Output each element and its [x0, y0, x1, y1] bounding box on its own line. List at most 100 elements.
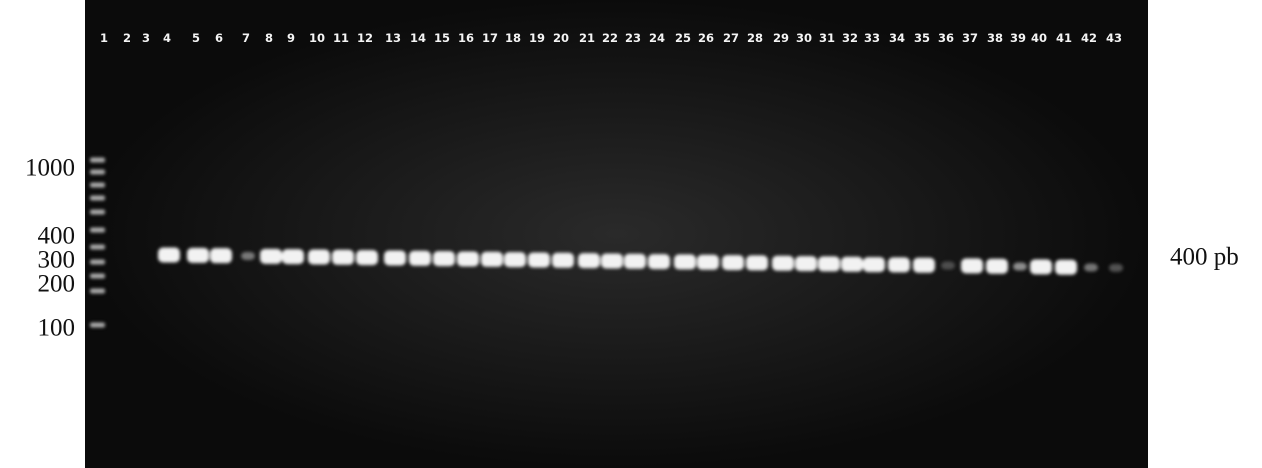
sample-band — [1084, 264, 1098, 272]
lane-label: 8 — [265, 31, 273, 45]
sample-band — [332, 250, 354, 265]
sample-band — [356, 250, 378, 265]
sample-band — [504, 252, 526, 267]
sample-band — [674, 254, 696, 269]
lane-label: 37 — [962, 31, 978, 45]
lane-label: 30 — [796, 31, 812, 45]
lane-label: 2 — [123, 31, 131, 45]
ladder-band — [90, 228, 105, 233]
lane-label: 11 — [333, 31, 349, 45]
ladder-band — [90, 323, 105, 328]
marker-label: 100 — [38, 315, 76, 342]
sample-band — [841, 257, 863, 272]
ladder-band — [90, 245, 105, 250]
sample-band — [648, 254, 670, 269]
lane-label: 38 — [987, 31, 1003, 45]
lane-label: 26 — [698, 31, 714, 45]
lane-label: 1 — [100, 31, 108, 45]
sample-band — [528, 252, 550, 267]
sample-band — [158, 248, 180, 263]
lane-label: 3 — [142, 31, 150, 45]
gel-figure: 1234567891011121314151617181920212223242… — [0, 0, 1262, 468]
lane-label: 19 — [529, 31, 545, 45]
lane-label: 21 — [579, 31, 595, 45]
lane-label: 20 — [553, 31, 569, 45]
ladder-band — [90, 183, 105, 188]
lane-label: 35 — [914, 31, 930, 45]
sample-band — [697, 255, 719, 270]
sample-band — [624, 254, 646, 269]
band-size-label: 400 pb — [1170, 244, 1239, 271]
ladder-band — [90, 170, 105, 175]
sample-band — [863, 257, 885, 272]
lane-label: 43 — [1106, 31, 1122, 45]
sample-band — [241, 252, 255, 260]
lane-label: 15 — [434, 31, 450, 45]
lane-label: 22 — [602, 31, 618, 45]
lane-label: 10 — [309, 31, 325, 45]
sample-band — [1055, 260, 1077, 275]
marker-label: 200 — [38, 271, 76, 298]
marker-label: 1000 — [25, 155, 75, 182]
ladder-band — [90, 158, 105, 163]
sample-band — [481, 252, 503, 267]
sample-band — [210, 248, 232, 263]
lane-label: 34 — [889, 31, 905, 45]
lane-label: 23 — [625, 31, 641, 45]
lane-label: 25 — [675, 31, 691, 45]
lane-label: 16 — [458, 31, 474, 45]
lane-label: 33 — [864, 31, 880, 45]
lane-label: 32 — [842, 31, 858, 45]
lane-label: 24 — [649, 31, 665, 45]
sample-band — [818, 256, 840, 271]
marker-label: 400 — [38, 223, 76, 250]
sample-band — [384, 250, 406, 265]
sample-band — [986, 259, 1008, 274]
lane-label: 17 — [482, 31, 498, 45]
lane-label: 39 — [1010, 31, 1026, 45]
lane-label: 7 — [242, 31, 250, 45]
lane-label: 14 — [410, 31, 426, 45]
sample-band — [1030, 259, 1052, 274]
sample-band — [961, 258, 983, 273]
gel — [85, 0, 1148, 468]
lane-label: 36 — [938, 31, 954, 45]
sample-band — [308, 249, 330, 264]
lane-label: 29 — [773, 31, 789, 45]
sample-band — [941, 262, 955, 270]
lane-label: 12 — [357, 31, 373, 45]
sample-band — [1013, 263, 1027, 271]
ladder-band — [90, 210, 105, 215]
sample-band — [260, 249, 282, 264]
lane-label: 18 — [505, 31, 521, 45]
sample-band — [913, 258, 935, 273]
sample-band — [552, 253, 574, 268]
lane-label: 31 — [819, 31, 835, 45]
sample-band — [601, 253, 623, 268]
sample-band — [187, 248, 209, 263]
sample-band — [409, 251, 431, 266]
sample-band — [772, 256, 794, 271]
lane-label: 28 — [747, 31, 763, 45]
sample-band — [457, 251, 479, 266]
sample-band — [795, 256, 817, 271]
sample-band — [282, 249, 304, 264]
ladder-band — [90, 289, 105, 294]
sample-band — [1109, 264, 1123, 272]
lane-label: 9 — [287, 31, 295, 45]
sample-band — [578, 253, 600, 268]
lane-label: 27 — [723, 31, 739, 45]
sample-band — [433, 251, 455, 266]
lane-label: 6 — [215, 31, 223, 45]
lane-label: 42 — [1081, 31, 1097, 45]
lane-label: 5 — [192, 31, 200, 45]
lane-label: 13 — [385, 31, 401, 45]
sample-band — [746, 255, 768, 270]
lane-label: 40 — [1031, 31, 1047, 45]
marker-label: 300 — [38, 247, 76, 274]
lane-label: 4 — [163, 31, 171, 45]
lane-label: 41 — [1056, 31, 1072, 45]
sample-band — [722, 255, 744, 270]
ladder-band — [90, 274, 105, 279]
sample-band — [888, 257, 910, 272]
